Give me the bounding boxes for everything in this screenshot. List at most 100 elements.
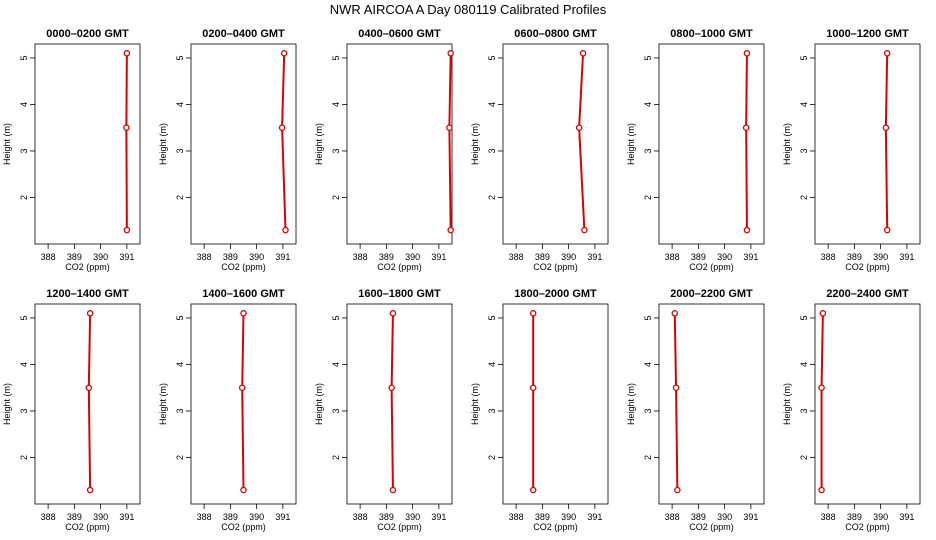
y-axis-label: Height (m) (782, 123, 792, 165)
y-tick-label: 2 (799, 455, 809, 460)
y-tick-label: 4 (487, 362, 497, 367)
y-tick-label: 3 (331, 408, 341, 413)
y-tick-label: 2 (643, 455, 653, 460)
x-axis-label: CO2 (ppm) (65, 262, 110, 272)
profile-point (238, 384, 246, 391)
x-tick-label: 389 (691, 512, 706, 522)
x-axis-label: CO2 (ppm) (221, 262, 266, 272)
profile-point (389, 486, 397, 494)
profile-panel: 1200–1400 GMT 388 389 390 391 2 3 4 5 CO2 (ppm) He… (2, 288, 141, 532)
y-tick-label: 5 (175, 315, 185, 320)
y-tick-label: 4 (487, 102, 497, 107)
profile-line (87, 313, 92, 491)
y-tick-label: 2 (331, 455, 341, 460)
y-tick-label: 5 (487, 315, 497, 320)
y-tick-label: 4 (331, 362, 341, 367)
y-tick-label: 2 (799, 195, 809, 200)
x-tick-label: 391 (119, 512, 134, 522)
x-tick-label: 391 (275, 252, 290, 262)
profile-point (446, 124, 453, 131)
profile-point (883, 50, 891, 57)
y-axis-label: Height (m) (782, 383, 792, 425)
profile-point (123, 124, 130, 131)
x-axis-label: CO2 (ppm) (533, 522, 578, 532)
x-tick-label: 389 (67, 512, 82, 522)
y-tick-label: 5 (331, 315, 341, 320)
y-tick-label: 5 (331, 55, 341, 60)
y-tick-label: 2 (487, 195, 497, 200)
x-axis-label: CO2 (ppm) (65, 522, 110, 532)
x-tick-label: 388 (197, 512, 212, 522)
x-tick-label: 391 (431, 512, 446, 522)
profile-point (447, 226, 454, 234)
profile-panel: 0200–0400 GMT 388 389 390 391 2 3 4 5 CO2 (ppm) He… (158, 28, 297, 272)
profile-point (579, 50, 587, 57)
x-tick-label: 390 (873, 512, 888, 522)
profile-point (282, 226, 289, 234)
y-tick-label: 5 (643, 315, 653, 320)
x-tick-label: 390 (561, 252, 576, 262)
profile-point (86, 486, 94, 494)
y-tick-label: 4 (175, 362, 185, 367)
profile-line (673, 313, 679, 491)
plot-frame (814, 43, 921, 245)
profile-point (280, 50, 288, 57)
x-tick-label: 390 (249, 252, 264, 262)
plot-frame (502, 303, 609, 505)
profile-point (818, 384, 825, 391)
plot-frame (658, 303, 765, 505)
profile-panel: 0600–0800 GMT 388 389 390 391 2 3 4 5 CO2 (ppm) He… (470, 28, 609, 272)
profile-panel: 0800–1000 GMT 388 389 390 391 2 3 4 5 CO2 (ppm) He… (626, 28, 765, 272)
x-tick-label: 388 (353, 252, 368, 262)
x-tick-label: 390 (249, 512, 264, 522)
profile-point (85, 384, 93, 391)
x-tick-label: 388 (665, 512, 680, 522)
y-tick-label: 5 (19, 55, 29, 60)
y-tick-label: 5 (175, 55, 185, 60)
panel-title: 0000–0200 GMT (46, 28, 129, 40)
profile-point (671, 310, 679, 317)
profile-point (240, 310, 247, 317)
profile-line (241, 313, 245, 491)
figure-title: NWR AIRCOA A Day 080119 Calibrated Profi… (330, 2, 607, 17)
profile-point (240, 486, 247, 494)
profile-point (575, 124, 583, 131)
x-tick-label: 388 (509, 252, 524, 262)
x-axis-label: CO2 (ppm) (845, 522, 890, 532)
plot-frame (502, 43, 609, 245)
profile-panel: 0400–0600 GMT 388 389 390 391 2 3 4 5 CO2 (ppm) He… (314, 28, 454, 272)
y-tick-label: 5 (799, 315, 809, 320)
y-tick-label: 4 (331, 102, 341, 107)
x-tick-label: 389 (535, 512, 550, 522)
panel-title: 2200–2400 GMT (826, 288, 909, 300)
y-tick-label: 4 (799, 362, 809, 367)
panel-title: 1400–1600 GMT (202, 288, 285, 300)
y-tick-label: 5 (487, 55, 497, 60)
x-tick-label: 388 (353, 512, 368, 522)
x-tick-label: 388 (665, 252, 680, 262)
profile-line (820, 313, 824, 491)
x-tick-label: 391 (431, 252, 446, 262)
x-tick-label: 389 (535, 252, 550, 262)
profile-panel: 1000–1200 GMT 388 389 390 391 2 3 4 5 CO2 (ppm) He… (782, 28, 921, 272)
x-tick-label: 388 (41, 252, 56, 262)
profile-panel: 1400–1600 GMT 388 389 390 391 2 3 4 5 CO2 (ppm) He… (158, 288, 297, 532)
profile-line (745, 53, 748, 231)
y-axis-label: Height (m) (626, 383, 636, 425)
y-tick-label: 3 (799, 408, 809, 413)
x-tick-label: 390 (717, 252, 732, 262)
panel-title: 1000–1200 GMT (826, 28, 909, 40)
profile-point (529, 486, 537, 494)
profile-point (389, 310, 397, 317)
y-tick-label: 5 (799, 55, 809, 60)
x-tick-label: 389 (379, 252, 394, 262)
x-tick-label: 388 (197, 252, 212, 262)
x-axis-label: CO2 (ppm) (377, 262, 422, 272)
y-tick-label: 4 (643, 362, 653, 367)
y-tick-label: 4 (19, 102, 29, 107)
y-tick-label: 3 (175, 148, 185, 153)
x-tick-label: 391 (899, 512, 914, 522)
y-tick-label: 4 (643, 102, 653, 107)
plot-frame (346, 43, 453, 245)
x-axis-label: CO2 (ppm) (689, 522, 734, 532)
